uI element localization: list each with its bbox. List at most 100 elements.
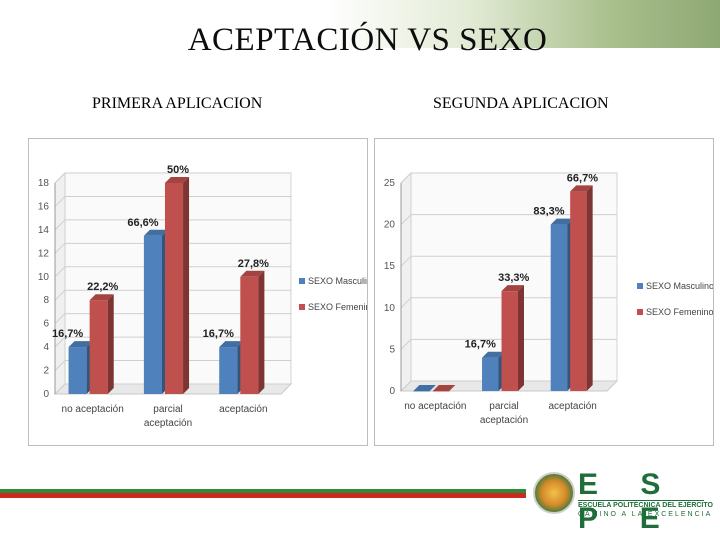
left-chart-subtitle: PRIMERA APLICACION [92,95,263,112]
data-label: 50% [167,164,189,176]
y-tick-label: 6 [43,319,49,330]
logo-divider [578,500,704,501]
gridline [54,289,291,301]
data-label: 16,7% [203,328,234,340]
plot-side-wall [400,171,412,393]
bar-top-face [219,341,244,348]
legend-swatch [299,304,305,310]
y-tick-label: 14 [38,225,50,236]
bar-top-face [89,294,114,301]
legend-label: SEXO Femenino [308,302,367,312]
bar-side-face [586,185,593,391]
y-tick-label: 5 [389,344,395,355]
legend-label: SEXO Masculino [308,276,367,286]
y-tick-label: 15 [384,261,396,272]
bar-side-face [107,294,114,394]
bar-masculino [68,347,87,394]
data-label: 66,6% [127,217,158,229]
chart-panel-primera: 0 2 4 6 8 10 12 14 16 18 16,7% 22,2% no aceptación 66… [28,138,368,446]
bar-top-face [550,218,574,225]
chart-segunda-aplicacion: 0 5 10 15 20 25 no aceptación 16,7% 33,3% parcial… [384,171,713,426]
bar-femenino [570,191,587,391]
gridline [54,172,291,184]
logo-school-name: ESCUELA POLITÉCNICA DEL EJÉRCITO [578,502,713,509]
y-tick-label: 12 [38,248,50,259]
data-label: 16,7% [465,339,496,351]
bar-femenino [89,300,108,394]
espe-seal-logo [533,472,575,514]
gridline [54,313,291,325]
data-label: 27,8% [238,258,269,270]
legend-swatch [299,278,305,284]
y-tick-label: 25 [384,178,396,189]
bar-femenino [164,183,184,394]
bar-masculino [143,235,162,394]
bar-side-face [183,177,190,394]
footer-green-line [0,489,526,493]
legend-swatch [637,283,643,289]
bar-top-face [413,385,436,391]
y-tick-label: 10 [38,272,50,283]
chart-panel-segunda: 0 5 10 15 20 25 no aceptación 16,7% 33,3% parcial… [374,138,714,446]
bar-top-face [164,177,190,183]
bar-femenino [240,276,259,394]
gridline [54,383,291,395]
gridline [54,266,291,278]
bar-top-face [501,285,524,292]
bar-top-face [240,270,265,277]
x-category-label: parcial aceptación [144,404,192,429]
bar-femenino [432,391,450,392]
data-label: 83,3% [533,206,564,218]
right-chart-subtitle: SEGUNDA APLICACION [433,95,609,112]
logo-motto: CAMINO A LA EXCELENCIA [578,511,713,518]
gridline [54,360,291,371]
y-tick-label: 16 [38,201,50,212]
x-category-label: no aceptación [62,404,124,415]
data-label: 33,3% [498,272,529,284]
y-tick-label: 0 [43,389,49,400]
data-label: 66,7% [567,172,598,184]
x-category-label: parcial aceptación [480,401,528,426]
gridline [54,195,291,207]
gridline [400,214,617,225]
bar-femenino [501,291,518,391]
gridline [400,255,617,267]
gridline [54,336,291,348]
bar-top-face [570,185,593,192]
x-category-label: aceptación [548,401,596,412]
gridline [54,242,291,254]
bar-masculino [550,224,568,391]
data-label: 22,2% [87,281,118,293]
bar-masculino [482,357,499,391]
y-tick-label: 4 [43,342,49,353]
x-category-label: no aceptación [404,401,466,412]
bar-masculino [413,391,430,392]
y-tick-label: 18 [38,178,50,189]
data-label: 16,7% [52,328,83,340]
y-tick-label: 0 [389,386,395,397]
chart-primera-aplicacion: 0 2 4 6 8 10 12 14 16 18 16,7% 22,2% no aceptación 66… [38,164,367,429]
bar-side-face [258,270,265,394]
bar-top-face [482,351,505,358]
gridline [400,172,617,184]
x-category-label: aceptación [219,404,267,415]
gridline [400,380,617,392]
bar-top-face [68,341,93,348]
footer-red-line [0,493,526,498]
y-tick-label: 8 [43,295,49,306]
legend-swatch [637,309,643,315]
bar-side-face [517,285,524,391]
bar-top-face [432,385,456,391]
bar-top-face [143,229,168,236]
bar-masculino [219,347,238,394]
legend-label: SEXO Femenino [646,307,713,317]
gridline [54,219,291,231]
gridline [400,297,617,309]
espe-logo-letters: E S P E [578,468,678,535]
y-tick-label: 2 [43,366,49,377]
plot-side-wall [54,171,66,396]
page-title: ACEPTACIÓN VS SEXO [187,22,548,58]
header-gradient-bar [0,0,720,48]
legend-label: SEXO Masculino [646,281,713,291]
y-tick-label: 20 [384,220,396,231]
